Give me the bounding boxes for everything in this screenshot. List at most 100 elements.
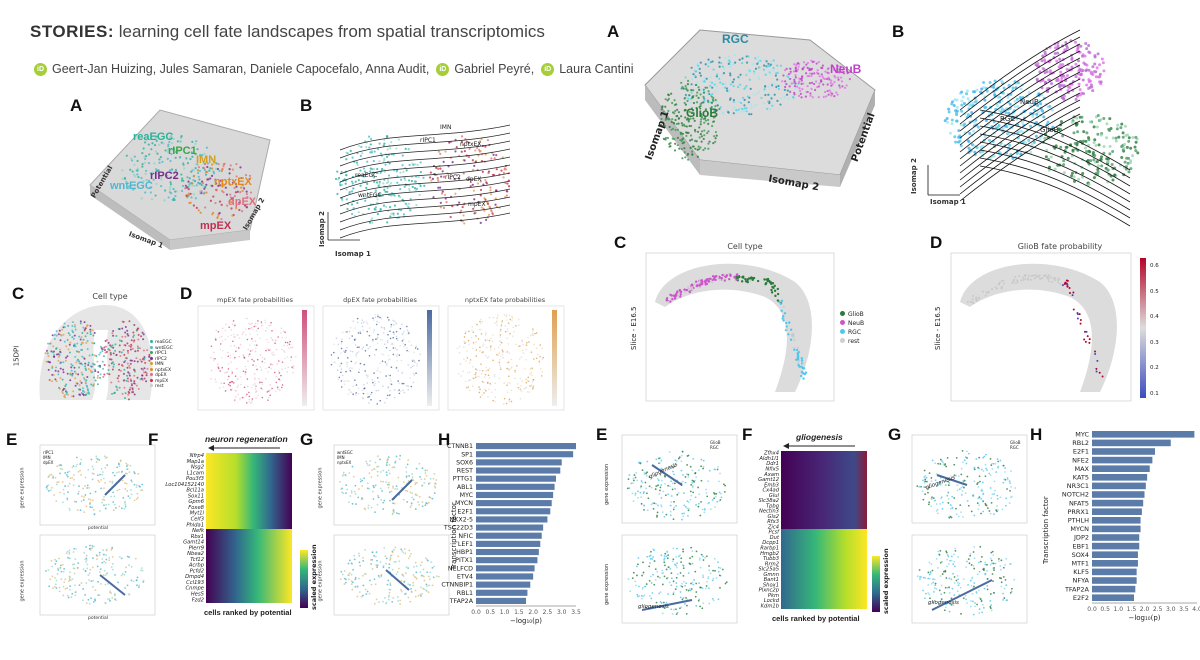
scatter-point	[409, 584, 411, 586]
scatter-point	[481, 394, 483, 396]
scatter-point	[714, 90, 717, 93]
scatter-point	[266, 327, 268, 329]
scatter-point	[777, 87, 780, 91]
scatter-point	[236, 386, 239, 388]
scatter-point	[1081, 171, 1085, 175]
scatter-point	[348, 192, 351, 195]
scatter-point	[784, 85, 787, 89]
scatter-point	[339, 364, 341, 366]
scatter-point	[192, 179, 195, 182]
scatter-point	[388, 566, 391, 569]
scatter-point	[1094, 70, 1098, 74]
scatter-point	[280, 327, 283, 329]
scatter-point	[211, 184, 214, 187]
scatter-point	[711, 60, 714, 63]
scatter-point	[835, 91, 838, 94]
scatter-point	[1082, 130, 1086, 134]
scatter-point	[394, 321, 397, 323]
scatter-point	[45, 570, 47, 572]
scatter-point	[196, 169, 200, 172]
scatter-point	[94, 589, 97, 592]
scatter-point	[89, 492, 92, 495]
scatter-point	[536, 353, 539, 356]
scatter-point	[382, 353, 385, 356]
scatter-point	[112, 509, 115, 512]
scatter-point	[58, 590, 61, 593]
scatter-point	[681, 450, 684, 453]
scatter-point	[503, 397, 506, 400]
scatter-point	[1106, 168, 1110, 172]
scatter-point	[718, 278, 722, 281]
scatter-point	[194, 179, 197, 183]
scatter-point	[239, 398, 241, 400]
scatter-point	[420, 478, 423, 481]
scatter-point	[729, 273, 732, 276]
scatter-point	[376, 167, 379, 171]
scatter-point	[1084, 69, 1088, 73]
scatter-point	[357, 496, 360, 499]
scatter-point	[699, 146, 702, 149]
scatter-point	[727, 277, 731, 281]
scatter-point	[796, 68, 800, 71]
scatter-point	[212, 172, 216, 175]
scatter-point	[339, 352, 342, 354]
orcid-icon[interactable]: iD	[541, 62, 555, 76]
scatter-point	[230, 345, 232, 347]
scatter-point	[185, 157, 188, 160]
scatter-point	[716, 500, 719, 503]
scatter-point	[91, 341, 94, 344]
scatter-point	[644, 481, 647, 484]
scatter-point	[417, 175, 420, 179]
scatter-point	[219, 348, 221, 351]
scatter-point	[494, 382, 497, 384]
scatter-point	[136, 167, 140, 170]
scatter-point	[112, 334, 115, 337]
scatter-point	[267, 396, 270, 399]
scatter-point	[499, 341, 502, 343]
scatter-point	[96, 374, 99, 377]
scatter-point	[377, 389, 380, 392]
scatter-point	[205, 157, 208, 160]
scatter-point	[129, 386, 132, 389]
scatter-point	[825, 77, 829, 81]
scatter-point	[87, 574, 90, 577]
scatter-point	[1036, 110, 1040, 114]
scatter-point	[124, 392, 127, 395]
scatter-point	[1071, 294, 1074, 297]
scatter-point	[1072, 291, 1075, 294]
legend-item: wntEGC	[150, 345, 173, 352]
scatter-point	[479, 328, 482, 331]
scatter-point	[727, 55, 730, 58]
scatter-point	[61, 481, 64, 483]
scatter-point	[499, 334, 502, 336]
scatter-point	[103, 504, 105, 506]
scatter-point	[479, 388, 481, 391]
orcid-icon[interactable]: iD	[34, 62, 47, 76]
scatter-point	[1111, 178, 1115, 182]
scatter-point	[386, 583, 389, 586]
scatter-point	[254, 388, 257, 390]
scatter-point	[426, 559, 429, 562]
scatter-point	[71, 466, 74, 469]
scatter-point	[72, 331, 75, 334]
scatter-point	[958, 139, 962, 143]
scatter-point	[108, 364, 111, 367]
scatter-point	[367, 396, 369, 398]
scatter-point	[689, 490, 692, 493]
scatter-point	[733, 276, 736, 279]
scatter-point	[253, 377, 256, 379]
scatter-point	[372, 484, 375, 487]
scatter-point	[1053, 279, 1056, 282]
scatter-point	[1107, 129, 1111, 133]
scatter-point	[77, 492, 80, 495]
scatter-point	[358, 554, 361, 557]
orcid-icon[interactable]: iD	[436, 62, 450, 76]
scatter-point	[135, 579, 138, 582]
axis-label: gene expression	[19, 560, 26, 602]
scatter-point	[78, 362, 81, 365]
right-panel-e-label: E	[596, 425, 608, 444]
scatter-point	[480, 322, 482, 325]
scatter-point	[421, 593, 424, 595]
scatter-point	[530, 371, 533, 374]
scatter-point	[62, 368, 65, 371]
